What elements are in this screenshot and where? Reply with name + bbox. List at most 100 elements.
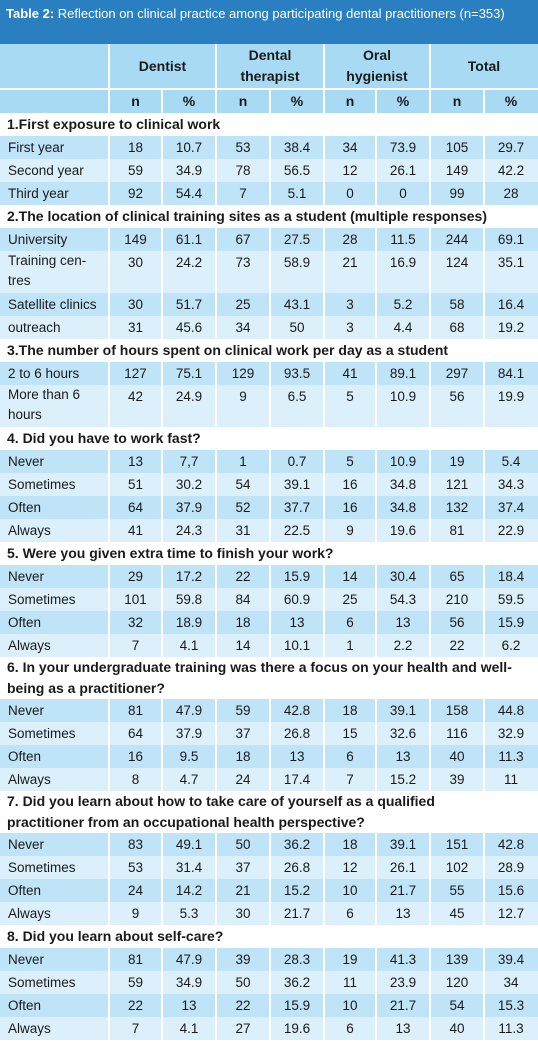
column-divider — [161, 948, 163, 971]
column-divider — [215, 1017, 217, 1040]
value-cell: 10 — [342, 883, 358, 898]
value-cell: 68 — [449, 320, 465, 335]
column-divider — [215, 228, 217, 251]
column-divider — [269, 948, 271, 971]
column-divider — [483, 293, 485, 316]
column-divider — [215, 994, 217, 1017]
column-divider — [483, 856, 485, 879]
text-line: Often — [8, 883, 42, 898]
value-cell: 6.2 — [501, 638, 521, 653]
table-row: Sometimes 64 37.9 37 26.8 15 32.6 116 32.9 — [0, 722, 538, 745]
column-divider — [375, 833, 377, 856]
value-cell: 40 — [449, 749, 465, 764]
column-divider — [269, 699, 271, 722]
column-divider — [375, 316, 377, 339]
text-line: Always — [8, 906, 51, 921]
value-cell: 5 — [346, 454, 354, 469]
column-divider — [483, 450, 485, 473]
value-cell: 36.2 — [283, 837, 311, 852]
value-cell: 5.4 — [501, 454, 521, 469]
value-cell: 15.6 — [497, 883, 525, 898]
value-cell: 132 — [445, 500, 469, 515]
column-divider — [323, 745, 325, 768]
column-divider — [215, 44, 217, 88]
column-divider — [323, 768, 325, 791]
value-cell: 35.1 — [497, 255, 525, 270]
row-divider — [0, 88, 538, 90]
value-cell: 0.7 — [287, 454, 307, 469]
column-divider — [108, 856, 110, 879]
value-cell: 16 — [127, 749, 144, 764]
row-label: Satellite clinics — [0, 293, 109, 316]
group-header-line: therapist — [240, 68, 300, 84]
value-cell: 0 — [399, 186, 407, 201]
value-cell: 6 — [346, 906, 354, 921]
value-cell: 2.2 — [393, 638, 413, 653]
column-divider — [269, 611, 271, 634]
value-cell: 15.9 — [283, 998, 311, 1013]
column-divider — [483, 90, 485, 113]
value-cell: 34.9 — [175, 975, 203, 990]
row-label: Never — [0, 833, 109, 856]
value-cell: 50 — [289, 320, 305, 335]
text-line: 1.First exposure to clinical work — [7, 116, 221, 132]
row-label: Never — [0, 450, 109, 473]
column-divider — [323, 948, 325, 971]
column-divider — [215, 565, 217, 588]
table-row: 2 to 6 hours 127 75.1 129 93.5 41 89.1 297 84.1 — [0, 362, 538, 385]
text-line: 5. Were you given extra time to finish y… — [7, 545, 334, 561]
section-header: 4. Did you have to work fast? — [0, 427, 538, 450]
text-line: Never — [8, 703, 45, 718]
value-cell: 0 — [346, 186, 354, 201]
value-cell: 15.2 — [389, 772, 417, 787]
subheader-cell: % — [290, 93, 304, 109]
value-cell: 41.3 — [389, 952, 417, 967]
value-cell: 22 — [235, 998, 251, 1013]
value-cell: 54.4 — [175, 186, 203, 201]
value-cell: 45.6 — [175, 320, 203, 335]
text-line: Never — [8, 454, 45, 469]
column-divider — [429, 159, 431, 182]
value-cell: 10.1 — [283, 638, 311, 653]
caption-text: Reflection on clinical practice among pa… — [54, 6, 505, 21]
value-cell: 64 — [127, 500, 144, 515]
column-divider — [108, 362, 110, 385]
column-divider — [429, 833, 431, 856]
column-divider — [429, 565, 431, 588]
text-line: More than 6 — [8, 387, 81, 402]
value-cell: 40 — [449, 1021, 465, 1036]
value-cell: 39 — [235, 952, 251, 967]
text-line: Sometimes — [8, 975, 76, 990]
value-cell: 39.1 — [283, 477, 311, 492]
table-row: Third year 92 54.4 7 5.1 0 0 99 28 — [0, 182, 538, 205]
column-divider — [269, 856, 271, 879]
value-cell: 38.4 — [283, 140, 311, 155]
column-divider — [375, 136, 377, 159]
value-cell: 73 — [235, 255, 251, 270]
value-cell: 32.6 — [389, 726, 417, 741]
column-divider — [161, 228, 163, 251]
column-divider — [215, 833, 217, 856]
value-cell: 19.9 — [497, 389, 525, 404]
value-cell: 9.5 — [179, 749, 199, 764]
column-divider — [375, 994, 377, 1017]
column-divider — [108, 159, 110, 182]
column-divider — [323, 251, 325, 293]
column-divider — [108, 251, 110, 293]
column-divider — [429, 44, 431, 88]
value-cell: 53 — [127, 860, 144, 875]
value-cell: 56 — [449, 615, 465, 630]
value-cell: 5 — [346, 389, 354, 404]
value-cell: 7 — [346, 772, 354, 787]
column-divider — [375, 768, 377, 791]
column-divider — [215, 293, 217, 316]
value-cell: 41 — [342, 366, 358, 381]
value-cell: 30 — [235, 906, 251, 921]
column-divider — [483, 902, 485, 925]
column-divider — [108, 565, 110, 588]
row-label: More than 6 hours — [0, 385, 109, 427]
column-divider — [215, 879, 217, 902]
value-cell: 124 — [445, 255, 469, 270]
column-divider — [323, 565, 325, 588]
value-cell: 15.9 — [283, 569, 311, 584]
